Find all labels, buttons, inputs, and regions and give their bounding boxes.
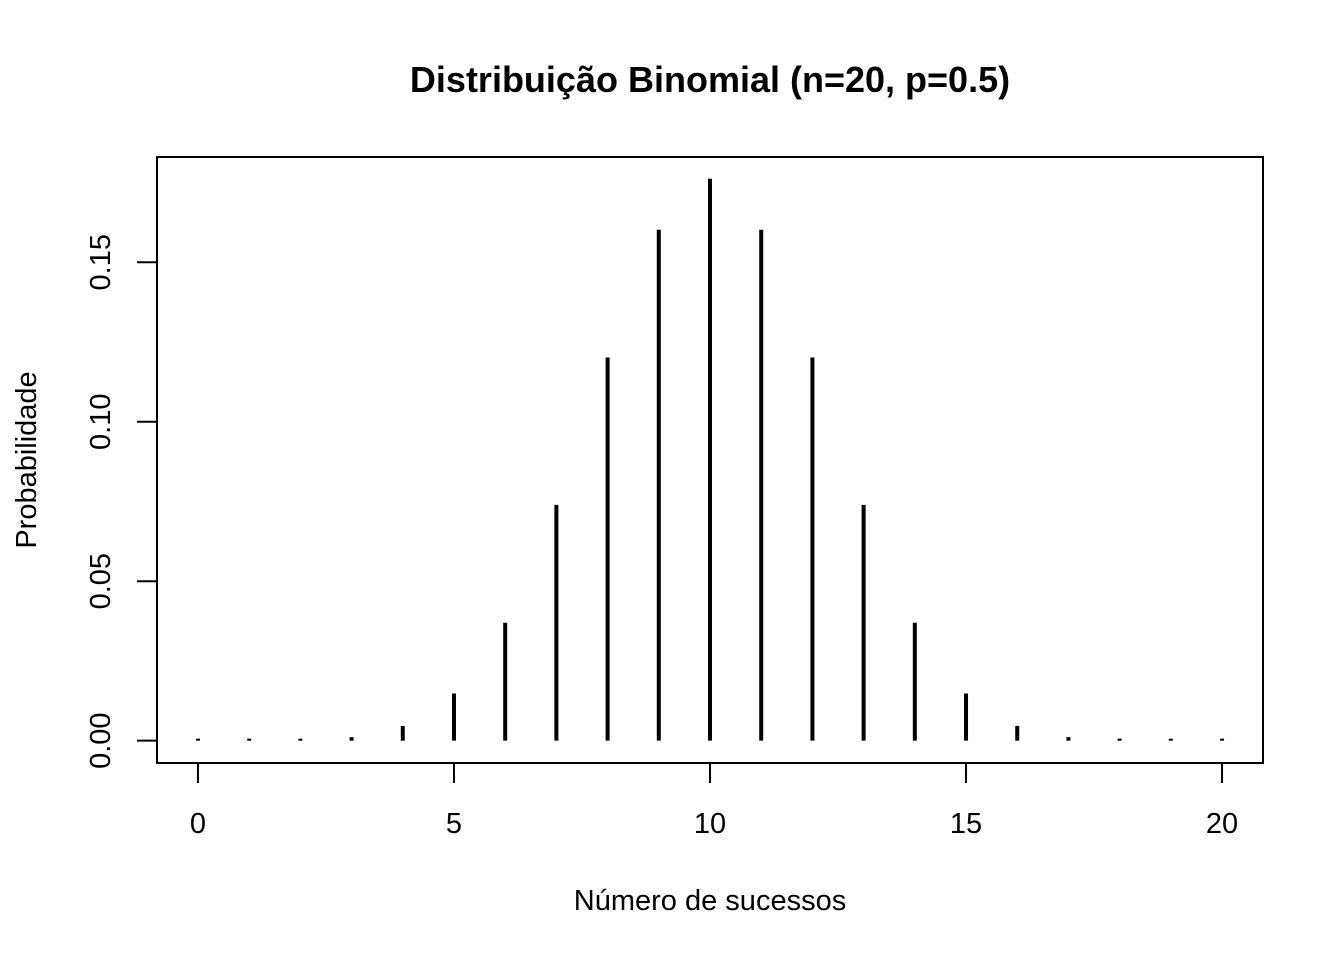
x-tick-label: 0 [190, 808, 206, 840]
y-axis-label: Probabilidade [11, 371, 43, 548]
bar-group [195, 178, 1225, 741]
y-axis: 0.00 0.05 0.10 0.15 [85, 234, 158, 769]
x-tick-label: 20 [1206, 808, 1238, 840]
y-tick-label: 0.00 [85, 712, 117, 768]
y-tick-label: 0.05 [85, 553, 117, 609]
x-tick-label: 15 [950, 808, 982, 840]
y-tick-label: 0.10 [85, 393, 117, 449]
y-tick-label: 0.15 [85, 234, 117, 290]
x-axis-label: Número de sucessos [574, 885, 846, 917]
chart-title: Distribuição Binomial (n=20, p=0.5) [410, 59, 1010, 100]
x-axis: 0 5 10 15 20 [190, 762, 1238, 840]
x-tick-label: 5 [446, 808, 462, 840]
x-tick-label: 10 [694, 808, 726, 840]
